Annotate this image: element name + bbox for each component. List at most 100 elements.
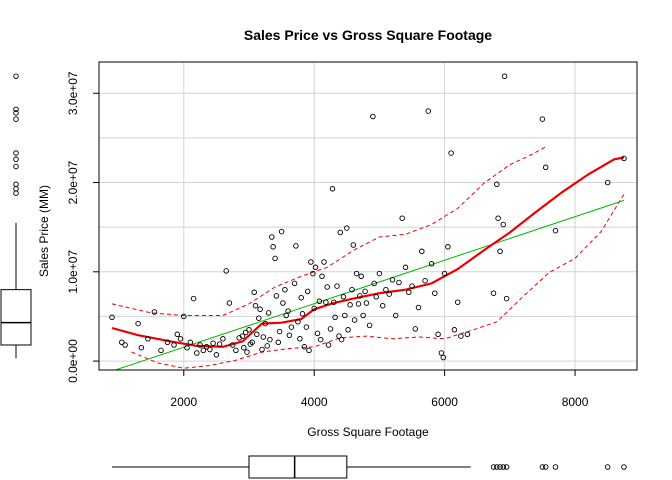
x-box-outlier bbox=[503, 464, 510, 470]
data-point bbox=[319, 273, 325, 280]
data-point bbox=[171, 342, 177, 348]
data-point bbox=[345, 327, 351, 333]
x-box-outlier bbox=[500, 464, 507, 470]
data-point bbox=[306, 347, 312, 354]
scatter-points bbox=[109, 73, 627, 361]
data-point bbox=[323, 299, 329, 305]
data-point bbox=[321, 259, 327, 265]
data-point bbox=[265, 310, 272, 316]
data-point bbox=[122, 342, 128, 348]
data-point bbox=[552, 227, 559, 234]
data-point bbox=[337, 229, 344, 236]
data-point bbox=[497, 248, 503, 255]
upper-band-line bbox=[111, 146, 546, 316]
data-point bbox=[332, 314, 338, 321]
x-tick-label: 6000 bbox=[431, 395, 458, 409]
data-point bbox=[383, 286, 389, 293]
data-point bbox=[260, 334, 267, 340]
smooth-line bbox=[111, 156, 625, 348]
data-point bbox=[366, 322, 373, 329]
data-point bbox=[316, 298, 323, 305]
linear-fit bbox=[115, 199, 625, 370]
x-box-outlier bbox=[490, 464, 497, 470]
data-point bbox=[448, 150, 454, 156]
data-point bbox=[621, 155, 627, 162]
data-point bbox=[340, 294, 347, 300]
data-point bbox=[246, 327, 252, 333]
plot-frame bbox=[98, 61, 638, 371]
data-point bbox=[432, 290, 438, 296]
data-point bbox=[539, 116, 546, 122]
data-point bbox=[311, 305, 317, 312]
data-point bbox=[495, 215, 501, 221]
data-point bbox=[242, 329, 249, 336]
x-box-outlier bbox=[539, 464, 546, 470]
y-tick-label: 0.0e+00 bbox=[66, 339, 80, 383]
data-point bbox=[295, 319, 301, 325]
data-point bbox=[264, 343, 270, 349]
data-point bbox=[604, 179, 611, 186]
x-box-outlier bbox=[494, 464, 500, 470]
data-point bbox=[197, 342, 203, 348]
data-point bbox=[438, 350, 445, 356]
data-point bbox=[342, 312, 348, 319]
data-point bbox=[267, 336, 273, 343]
data-point bbox=[203, 344, 210, 350]
data-point bbox=[158, 347, 164, 354]
y-marginal-boxplot bbox=[0, 73, 32, 359]
y-box-outlier bbox=[13, 116, 19, 122]
data-point bbox=[363, 300, 370, 306]
data-point bbox=[454, 299, 461, 305]
data-point bbox=[542, 164, 549, 171]
data-point bbox=[308, 259, 314, 265]
data-point bbox=[451, 327, 458, 333]
data-point bbox=[109, 314, 115, 321]
data-point bbox=[370, 113, 376, 120]
data-point bbox=[190, 295, 197, 302]
data-point bbox=[490, 290, 497, 296]
data-point bbox=[288, 324, 295, 330]
data-point bbox=[293, 243, 299, 249]
data-point bbox=[329, 186, 336, 192]
data-point bbox=[262, 320, 269, 327]
data-point bbox=[334, 283, 340, 289]
data-point bbox=[373, 294, 379, 300]
data-point bbox=[269, 234, 275, 240]
data-point bbox=[254, 331, 260, 338]
data-point bbox=[358, 273, 364, 280]
data-point bbox=[317, 336, 324, 343]
data-point bbox=[428, 261, 435, 267]
data-point bbox=[304, 288, 311, 295]
data-point bbox=[350, 242, 357, 248]
data-point bbox=[291, 280, 298, 287]
y-tick-label: 2.0e+07 bbox=[66, 160, 80, 204]
data-point bbox=[406, 289, 412, 296]
data-point bbox=[216, 341, 223, 347]
data-point bbox=[344, 225, 350, 231]
data-point bbox=[396, 279, 402, 286]
data-point bbox=[285, 308, 291, 314]
data-point bbox=[301, 344, 308, 350]
data-point bbox=[276, 328, 283, 335]
data-point bbox=[220, 336, 226, 342]
data-point bbox=[145, 336, 151, 342]
y-tick-label: 1.0e+07 bbox=[66, 250, 80, 294]
data-point bbox=[464, 331, 471, 338]
smooth-curve bbox=[111, 156, 625, 348]
y-box-outlier bbox=[13, 106, 19, 113]
data-point bbox=[312, 264, 319, 271]
data-point bbox=[494, 181, 500, 188]
y-box-outlier bbox=[13, 150, 19, 156]
data-point bbox=[177, 336, 184, 342]
data-point bbox=[338, 336, 345, 343]
data-point bbox=[252, 302, 259, 309]
data-point bbox=[119, 339, 125, 346]
y-box-outlier bbox=[13, 110, 19, 116]
data-point bbox=[314, 330, 321, 337]
lower-band-line bbox=[131, 193, 625, 369]
data-point bbox=[347, 302, 353, 308]
x-box-outlier bbox=[542, 464, 549, 470]
data-point bbox=[280, 300, 286, 306]
x-box bbox=[248, 455, 348, 479]
data-point bbox=[458, 333, 464, 339]
